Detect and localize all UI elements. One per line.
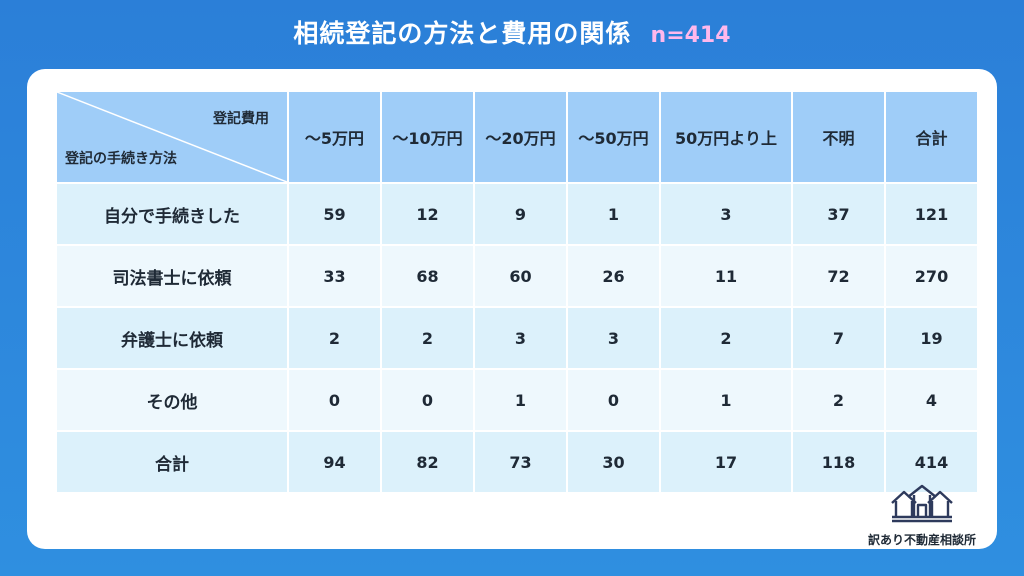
table-row: 自分で手続きした 59 12 9 1 3 37 121 — [57, 184, 977, 244]
table-cell: 3 — [661, 184, 791, 244]
corner-column-header: 登記費用 — [213, 111, 269, 127]
table-cell: 118 — [793, 432, 884, 492]
diagonal-divider — [57, 92, 287, 182]
table-cell: 0 — [568, 370, 659, 430]
column-header: ～10万円 — [382, 92, 473, 182]
table-cell: 37 — [793, 184, 884, 244]
table-cell: 60 — [475, 246, 566, 306]
row-label: 司法書士に依頼 — [57, 246, 287, 306]
row-label: その他 — [57, 370, 287, 430]
table-cell: 12 — [382, 184, 473, 244]
column-header: ～50万円 — [568, 92, 659, 182]
table-cell: 82 — [382, 432, 473, 492]
table-cell: 0 — [289, 370, 380, 430]
table-cell: 4 — [886, 370, 977, 430]
table-cell: 3 — [568, 308, 659, 368]
table-cell: 0 — [382, 370, 473, 430]
brand-logo: 訳あり不動産相談所 — [862, 483, 982, 548]
table-cell: 121 — [886, 184, 977, 244]
row-label: 弁護士に依頼 — [57, 308, 287, 368]
table-cell: 59 — [289, 184, 380, 244]
table-cell: 72 — [793, 246, 884, 306]
table-header-row: 登記費用 登記の手続き方法 ～5万円 ～10万円 ～20万円 ～50万円 50万… — [57, 92, 977, 182]
corner-header-cell: 登記費用 登記の手続き方法 — [57, 92, 287, 182]
table-cell: 1 — [475, 370, 566, 430]
table-cell: 2 — [289, 308, 380, 368]
table-cell: 2 — [661, 308, 791, 368]
sample-size: n=414 — [650, 23, 731, 48]
table-cell: 7 — [793, 308, 884, 368]
column-header: 合計 — [886, 92, 977, 182]
table-cell: 17 — [661, 432, 791, 492]
table-cell: 2 — [793, 370, 884, 430]
table-cell: 94 — [289, 432, 380, 492]
table-cell: 33 — [289, 246, 380, 306]
table-cell: 1 — [661, 370, 791, 430]
table-row: 弁護士に依頼 2 2 3 3 2 7 19 — [57, 308, 977, 368]
cross-table: 登記費用 登記の手続き方法 ～5万円 ～10万円 ～20万円 ～50万円 50万… — [55, 90, 979, 494]
table-cell: 26 — [568, 246, 659, 306]
table-total-row: 合計 94 82 73 30 17 118 414 — [57, 432, 977, 492]
table-cell: 68 — [382, 246, 473, 306]
table-cell: 1 — [568, 184, 659, 244]
column-header: ～5万円 — [289, 92, 380, 182]
table-cell: 9 — [475, 184, 566, 244]
column-header: ～20万円 — [475, 92, 566, 182]
header: 相続登記の方法と費用の関係 n=414 — [0, 14, 1024, 50]
table-cell: 414 — [886, 432, 977, 492]
table-cell: 11 — [661, 246, 791, 306]
table-cell: 73 — [475, 432, 566, 492]
table-cell: 270 — [886, 246, 977, 306]
table-cell: 19 — [886, 308, 977, 368]
table-cell: 30 — [568, 432, 659, 492]
table-row: その他 0 0 1 0 1 2 4 — [57, 370, 977, 430]
table-row: 司法書士に依頼 33 68 60 26 11 72 270 — [57, 246, 977, 306]
corner-row-header: 登記の手続き方法 — [65, 151, 177, 167]
houses-logo-icon — [891, 484, 953, 523]
row-label: 合計 — [57, 432, 287, 492]
table-cell: 3 — [475, 308, 566, 368]
table-card: 登記費用 登記の手続き方法 ～5万円 ～10万円 ～20万円 ～50万円 50万… — [27, 69, 997, 549]
column-header: 50万円より上 — [661, 92, 791, 182]
column-header: 不明 — [793, 92, 884, 182]
row-label: 自分で手続きした — [57, 184, 287, 244]
table-cell: 2 — [382, 308, 473, 368]
page-title: 相続登記の方法と費用の関係 — [293, 19, 632, 48]
brand-name: 訳あり不動産相談所 — [867, 533, 976, 547]
